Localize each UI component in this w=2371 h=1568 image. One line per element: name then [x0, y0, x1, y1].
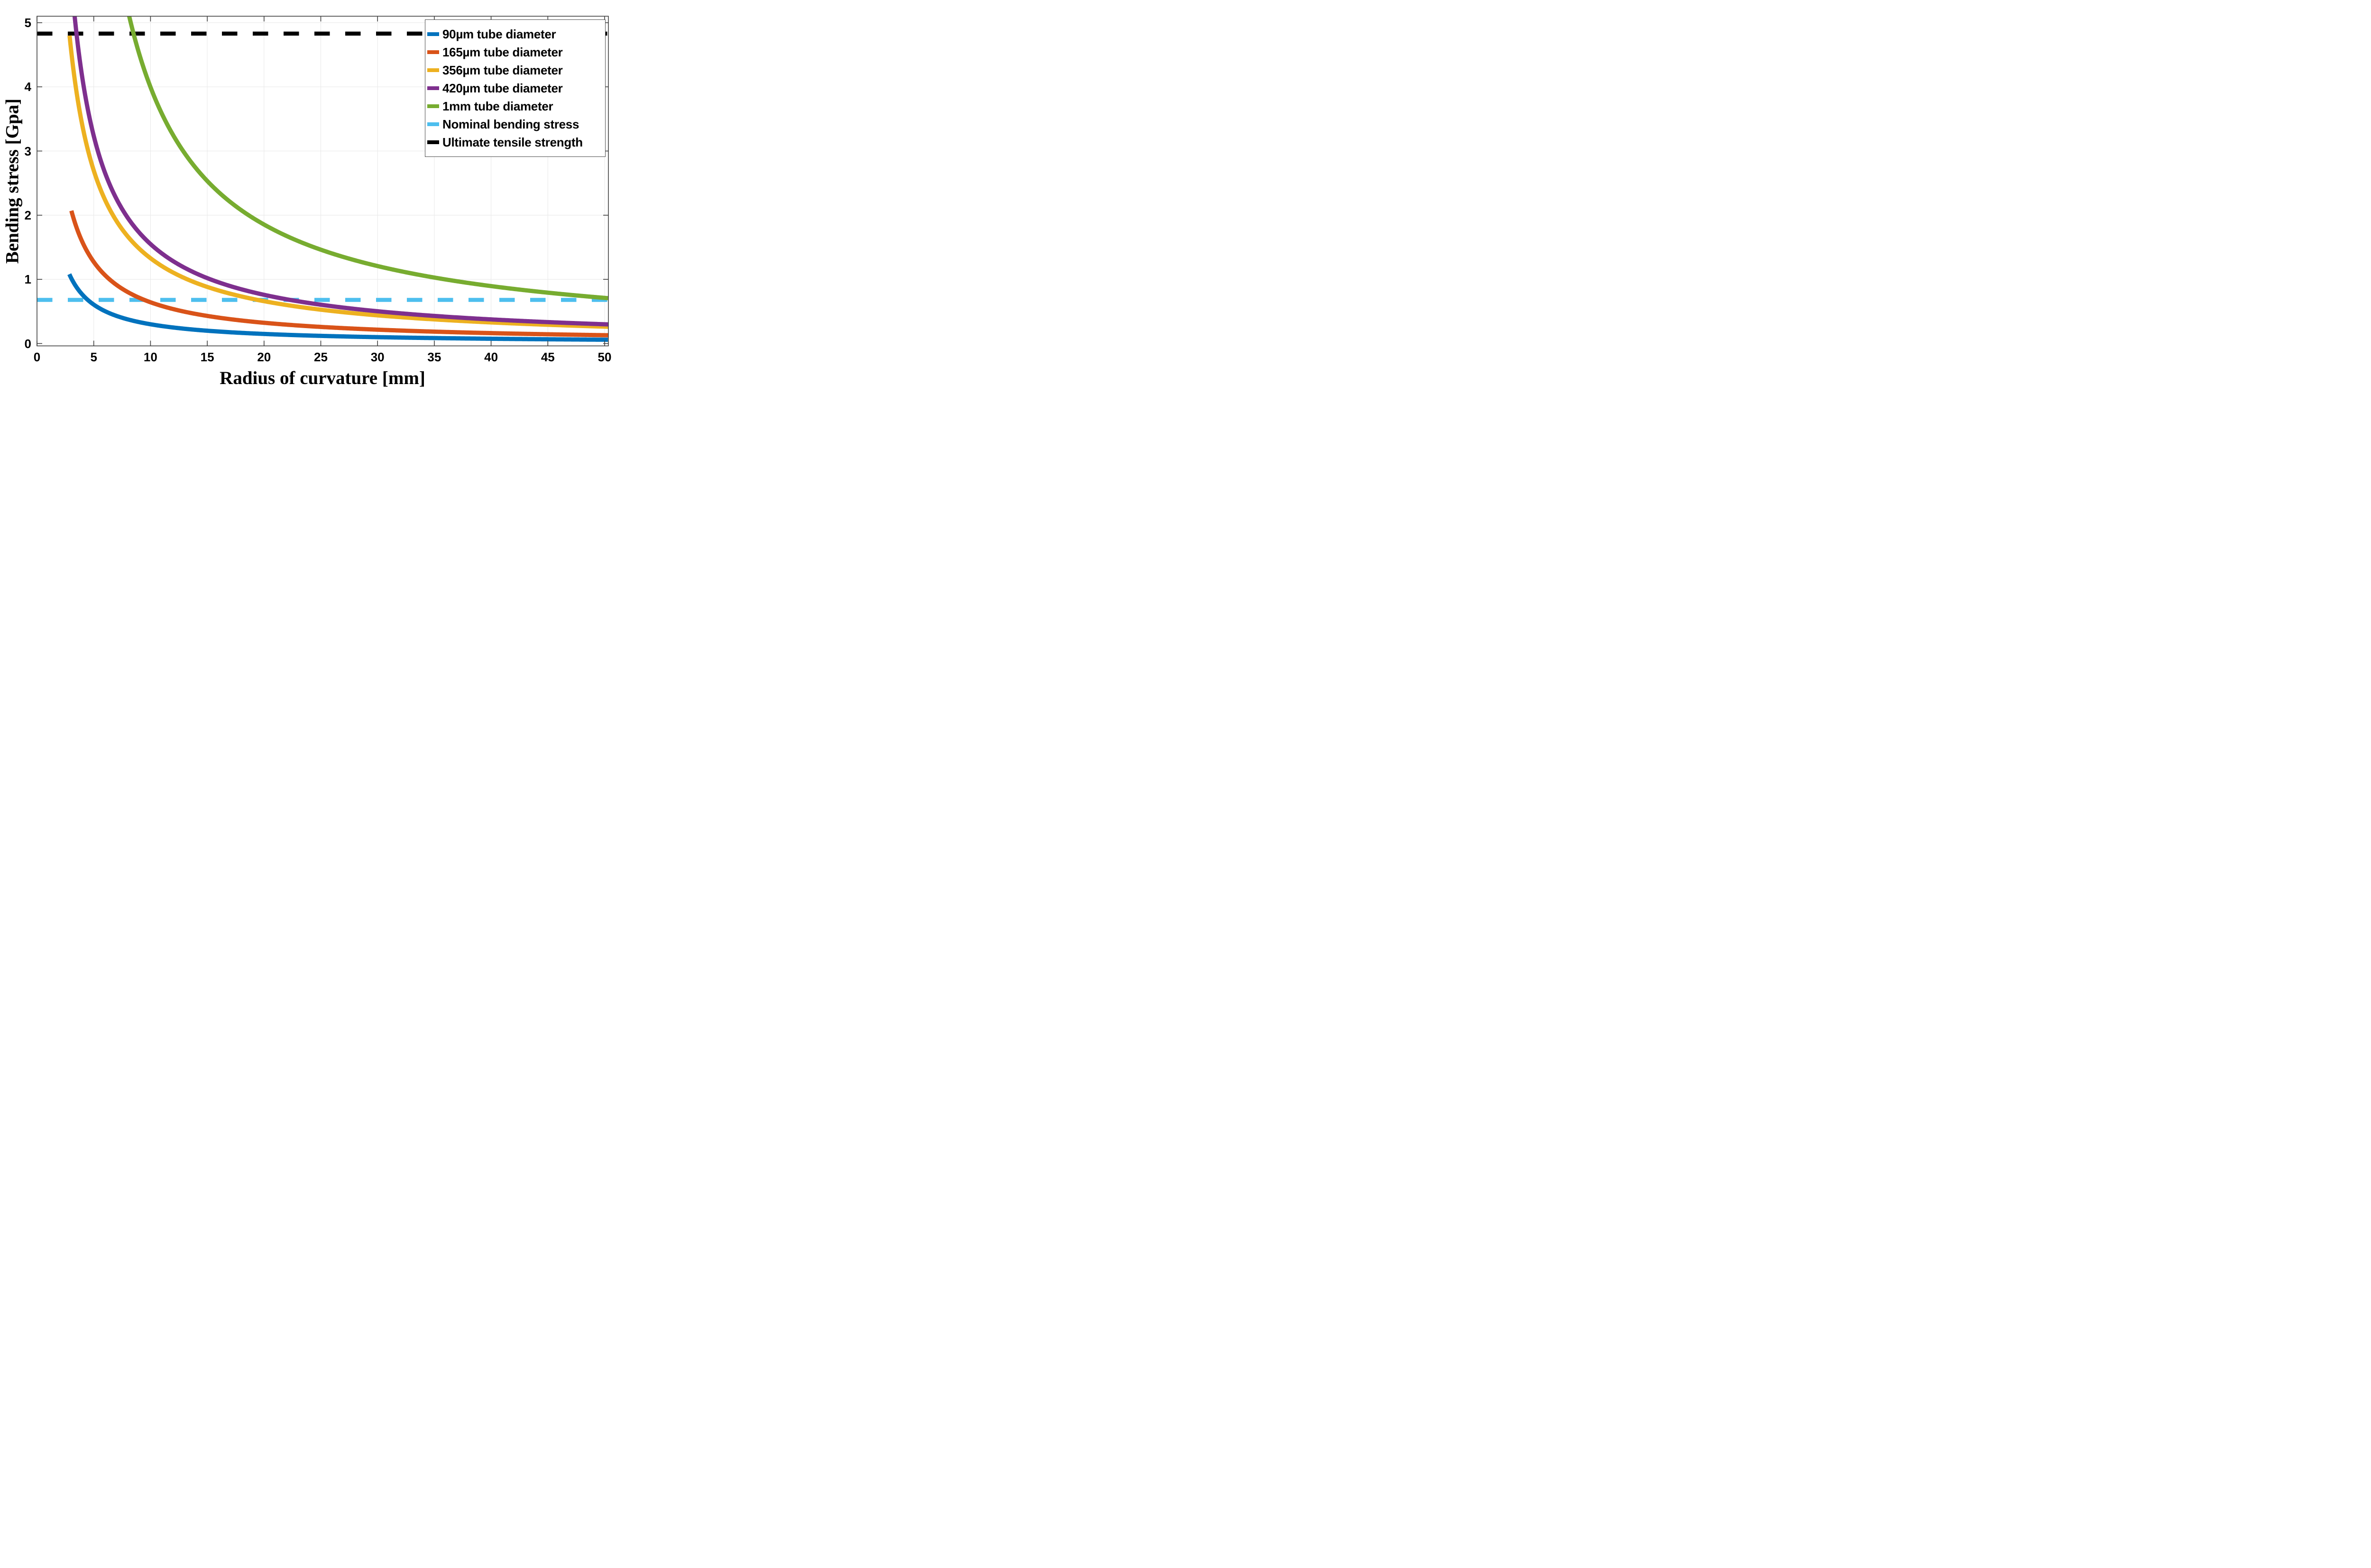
- legend-label: 90µm tube diameter: [442, 27, 556, 41]
- x-tick-label: 25: [314, 350, 328, 364]
- legend-label: Nominal bending stress: [442, 117, 579, 131]
- legend-swatch: [427, 122, 439, 126]
- legend-row: 1mm tube diameter: [425, 97, 605, 115]
- curve-420-m-tube-diameter: [72, 16, 608, 327]
- x-tick-label: 0: [33, 350, 41, 364]
- legend-row: 420µm tube diameter: [425, 79, 605, 97]
- y-tick-label: 3: [24, 144, 31, 158]
- legend-swatch: [427, 86, 439, 90]
- legend-swatch: [427, 32, 439, 36]
- legend-row: 90µm tube diameter: [425, 25, 605, 43]
- x-tick-label: 35: [427, 350, 441, 364]
- curve-90-m-tube-diameter: [67, 273, 608, 342]
- legend-row: Ultimate tensile strength: [425, 133, 605, 151]
- legend-swatch: [427, 140, 439, 144]
- y-tick-label: 0: [24, 336, 31, 351]
- legend-row: Nominal bending stress: [425, 115, 605, 133]
- x-axis-label: Radius of curvature [mm]: [220, 368, 425, 388]
- plot-border: [37, 16, 609, 347]
- legend-label: 165µm tube diameter: [442, 45, 563, 59]
- x-tick-label: 10: [143, 350, 157, 364]
- y-tick-label: 2: [24, 208, 31, 222]
- legend-swatch: [427, 68, 439, 72]
- x-tick-label: 50: [597, 350, 612, 364]
- x-tick-label: 5: [90, 350, 97, 364]
- x-tick-label: 20: [257, 350, 271, 364]
- x-tick-label: 30: [370, 350, 385, 364]
- legend-row: 165µm tube diameter: [425, 43, 605, 61]
- x-tick-label: 40: [484, 350, 498, 364]
- legend-swatch: [427, 104, 439, 108]
- legend-swatch: [427, 50, 439, 54]
- legend: 90µm tube diameter 165µm tube diameter 356…: [425, 19, 606, 157]
- curve-356-m-tube-diameter: [67, 35, 608, 329]
- curve-165-m-tube-diameter: [69, 210, 608, 338]
- y-tick-label: 1: [24, 272, 31, 287]
- y-axis-label: Bending stress [Gpa]: [2, 98, 23, 264]
- y-tick-label: 4: [24, 80, 31, 94]
- legend-row: 356µm tube diameter: [425, 61, 605, 79]
- curve-1mm-tube-diameter: [127, 16, 608, 301]
- legend-label: 1mm tube diameter: [442, 99, 553, 113]
- x-tick-label: 15: [200, 350, 214, 364]
- x-tick-label: 45: [541, 350, 555, 364]
- legend-label: 420µm tube diameter: [442, 81, 563, 95]
- y-tick-label: 5: [24, 15, 31, 30]
- plot-area: [37, 16, 609, 347]
- legend-label: 356µm tube diameter: [442, 63, 563, 77]
- legend-label: Ultimate tensile strength: [442, 135, 583, 149]
